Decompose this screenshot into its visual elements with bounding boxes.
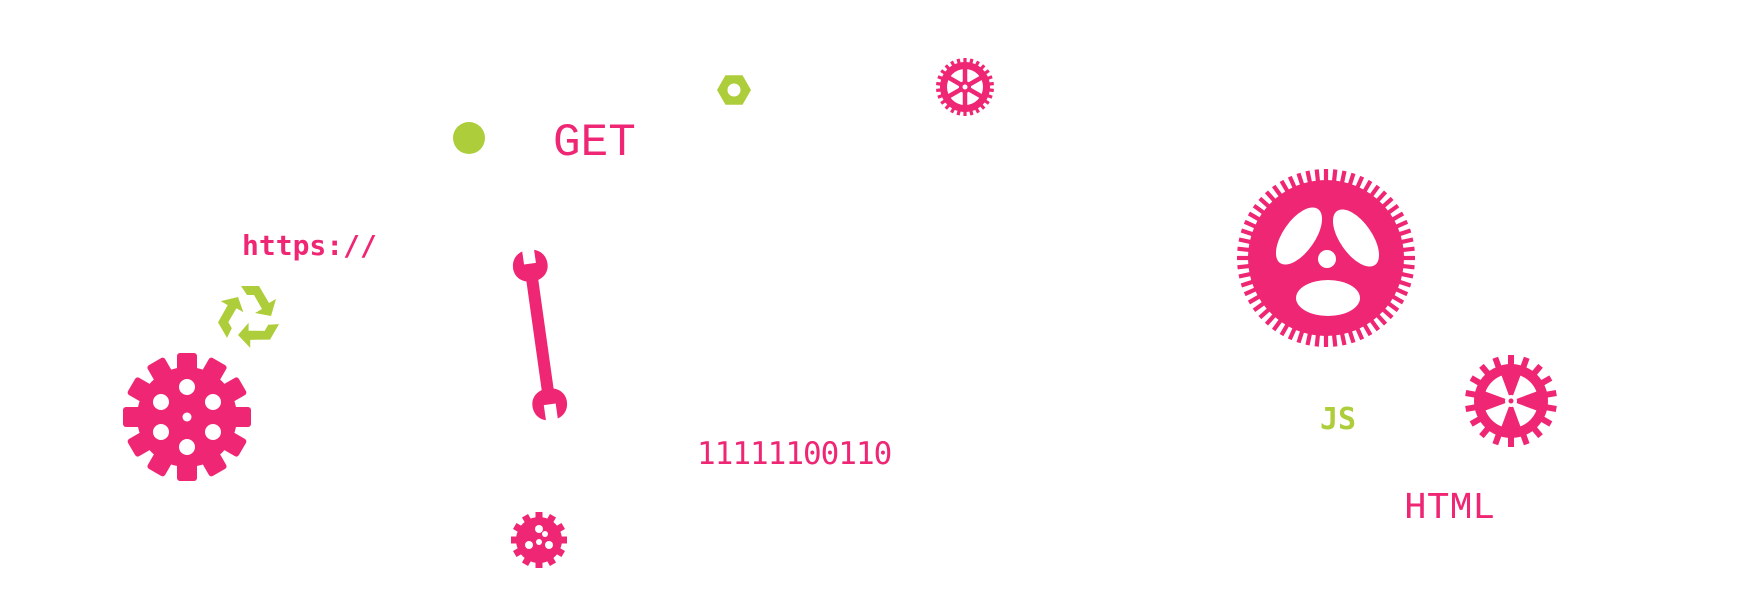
https-label: https:// xyxy=(242,229,377,262)
hex-nut-icon xyxy=(717,75,751,105)
js-label: JS xyxy=(1320,402,1357,437)
gear-icon xyxy=(123,353,251,481)
binary-label: 11111100110 xyxy=(697,436,892,472)
gear-icon xyxy=(1465,355,1557,447)
html-label: HTML xyxy=(1404,487,1496,530)
dot-icon xyxy=(453,122,485,154)
wrench-icon xyxy=(512,243,568,427)
spoke-gear-icon xyxy=(511,512,567,568)
wheel-gear-icon xyxy=(1237,169,1415,347)
spoke-gear-icon xyxy=(936,58,994,116)
recycle-icon xyxy=(218,286,279,348)
get-label: GET xyxy=(553,117,636,169)
